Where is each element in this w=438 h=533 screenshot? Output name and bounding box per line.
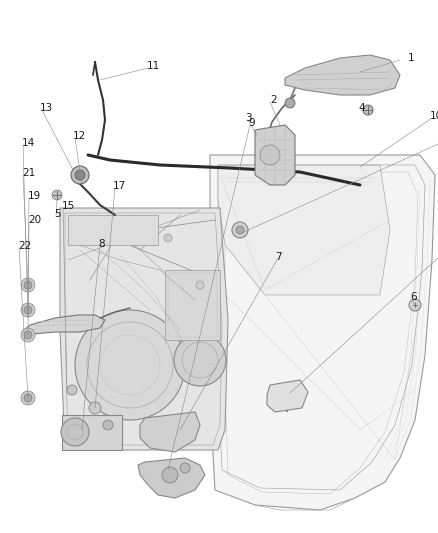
Circle shape: [75, 310, 185, 420]
Polygon shape: [22, 315, 105, 334]
Polygon shape: [60, 208, 228, 450]
Polygon shape: [285, 55, 400, 95]
Bar: [68, 215, 158, 245]
Bar: [168, 273, 217, 337]
Text: 5: 5: [54, 209, 60, 219]
Circle shape: [24, 331, 32, 339]
Text: 11: 11: [147, 61, 160, 71]
Text: 12: 12: [73, 131, 86, 141]
Text: 6: 6: [410, 292, 417, 302]
Text: 4: 4: [358, 103, 364, 113]
Text: 10: 10: [430, 111, 438, 121]
Circle shape: [24, 394, 32, 402]
Text: 17: 17: [113, 181, 126, 191]
Text: 1: 1: [408, 53, 415, 63]
Circle shape: [409, 299, 421, 311]
Text: 13: 13: [40, 103, 53, 113]
Text: 21: 21: [22, 168, 35, 178]
Polygon shape: [218, 165, 390, 295]
Circle shape: [285, 98, 295, 108]
Circle shape: [232, 222, 248, 238]
Circle shape: [52, 190, 62, 200]
Circle shape: [61, 418, 89, 446]
Circle shape: [24, 306, 32, 314]
Circle shape: [236, 226, 244, 234]
Circle shape: [174, 334, 226, 386]
Circle shape: [103, 420, 113, 430]
Circle shape: [21, 328, 35, 342]
Bar: [62, 415, 122, 450]
Circle shape: [196, 281, 204, 289]
Text: 14: 14: [22, 138, 35, 148]
Circle shape: [180, 463, 190, 473]
Text: 15: 15: [62, 201, 75, 211]
Text: 19: 19: [28, 191, 41, 201]
Bar: [165, 270, 220, 340]
Polygon shape: [138, 458, 205, 498]
Polygon shape: [255, 125, 295, 185]
Text: 7: 7: [275, 252, 282, 262]
Circle shape: [260, 145, 280, 165]
Circle shape: [67, 385, 77, 395]
Circle shape: [21, 303, 35, 317]
Circle shape: [71, 166, 89, 184]
Circle shape: [89, 402, 101, 414]
Text: 3: 3: [245, 113, 251, 123]
Circle shape: [162, 467, 178, 483]
Circle shape: [164, 234, 172, 242]
Text: 22: 22: [18, 241, 31, 251]
Text: 20: 20: [28, 215, 41, 225]
Circle shape: [363, 105, 373, 115]
Circle shape: [75, 170, 85, 180]
Polygon shape: [267, 380, 308, 412]
Circle shape: [21, 391, 35, 405]
Polygon shape: [210, 155, 435, 510]
Circle shape: [24, 281, 32, 289]
Text: 8: 8: [98, 239, 105, 249]
Polygon shape: [140, 412, 200, 452]
Circle shape: [21, 278, 35, 292]
Text: 2: 2: [270, 95, 277, 105]
Text: 9: 9: [248, 118, 254, 128]
